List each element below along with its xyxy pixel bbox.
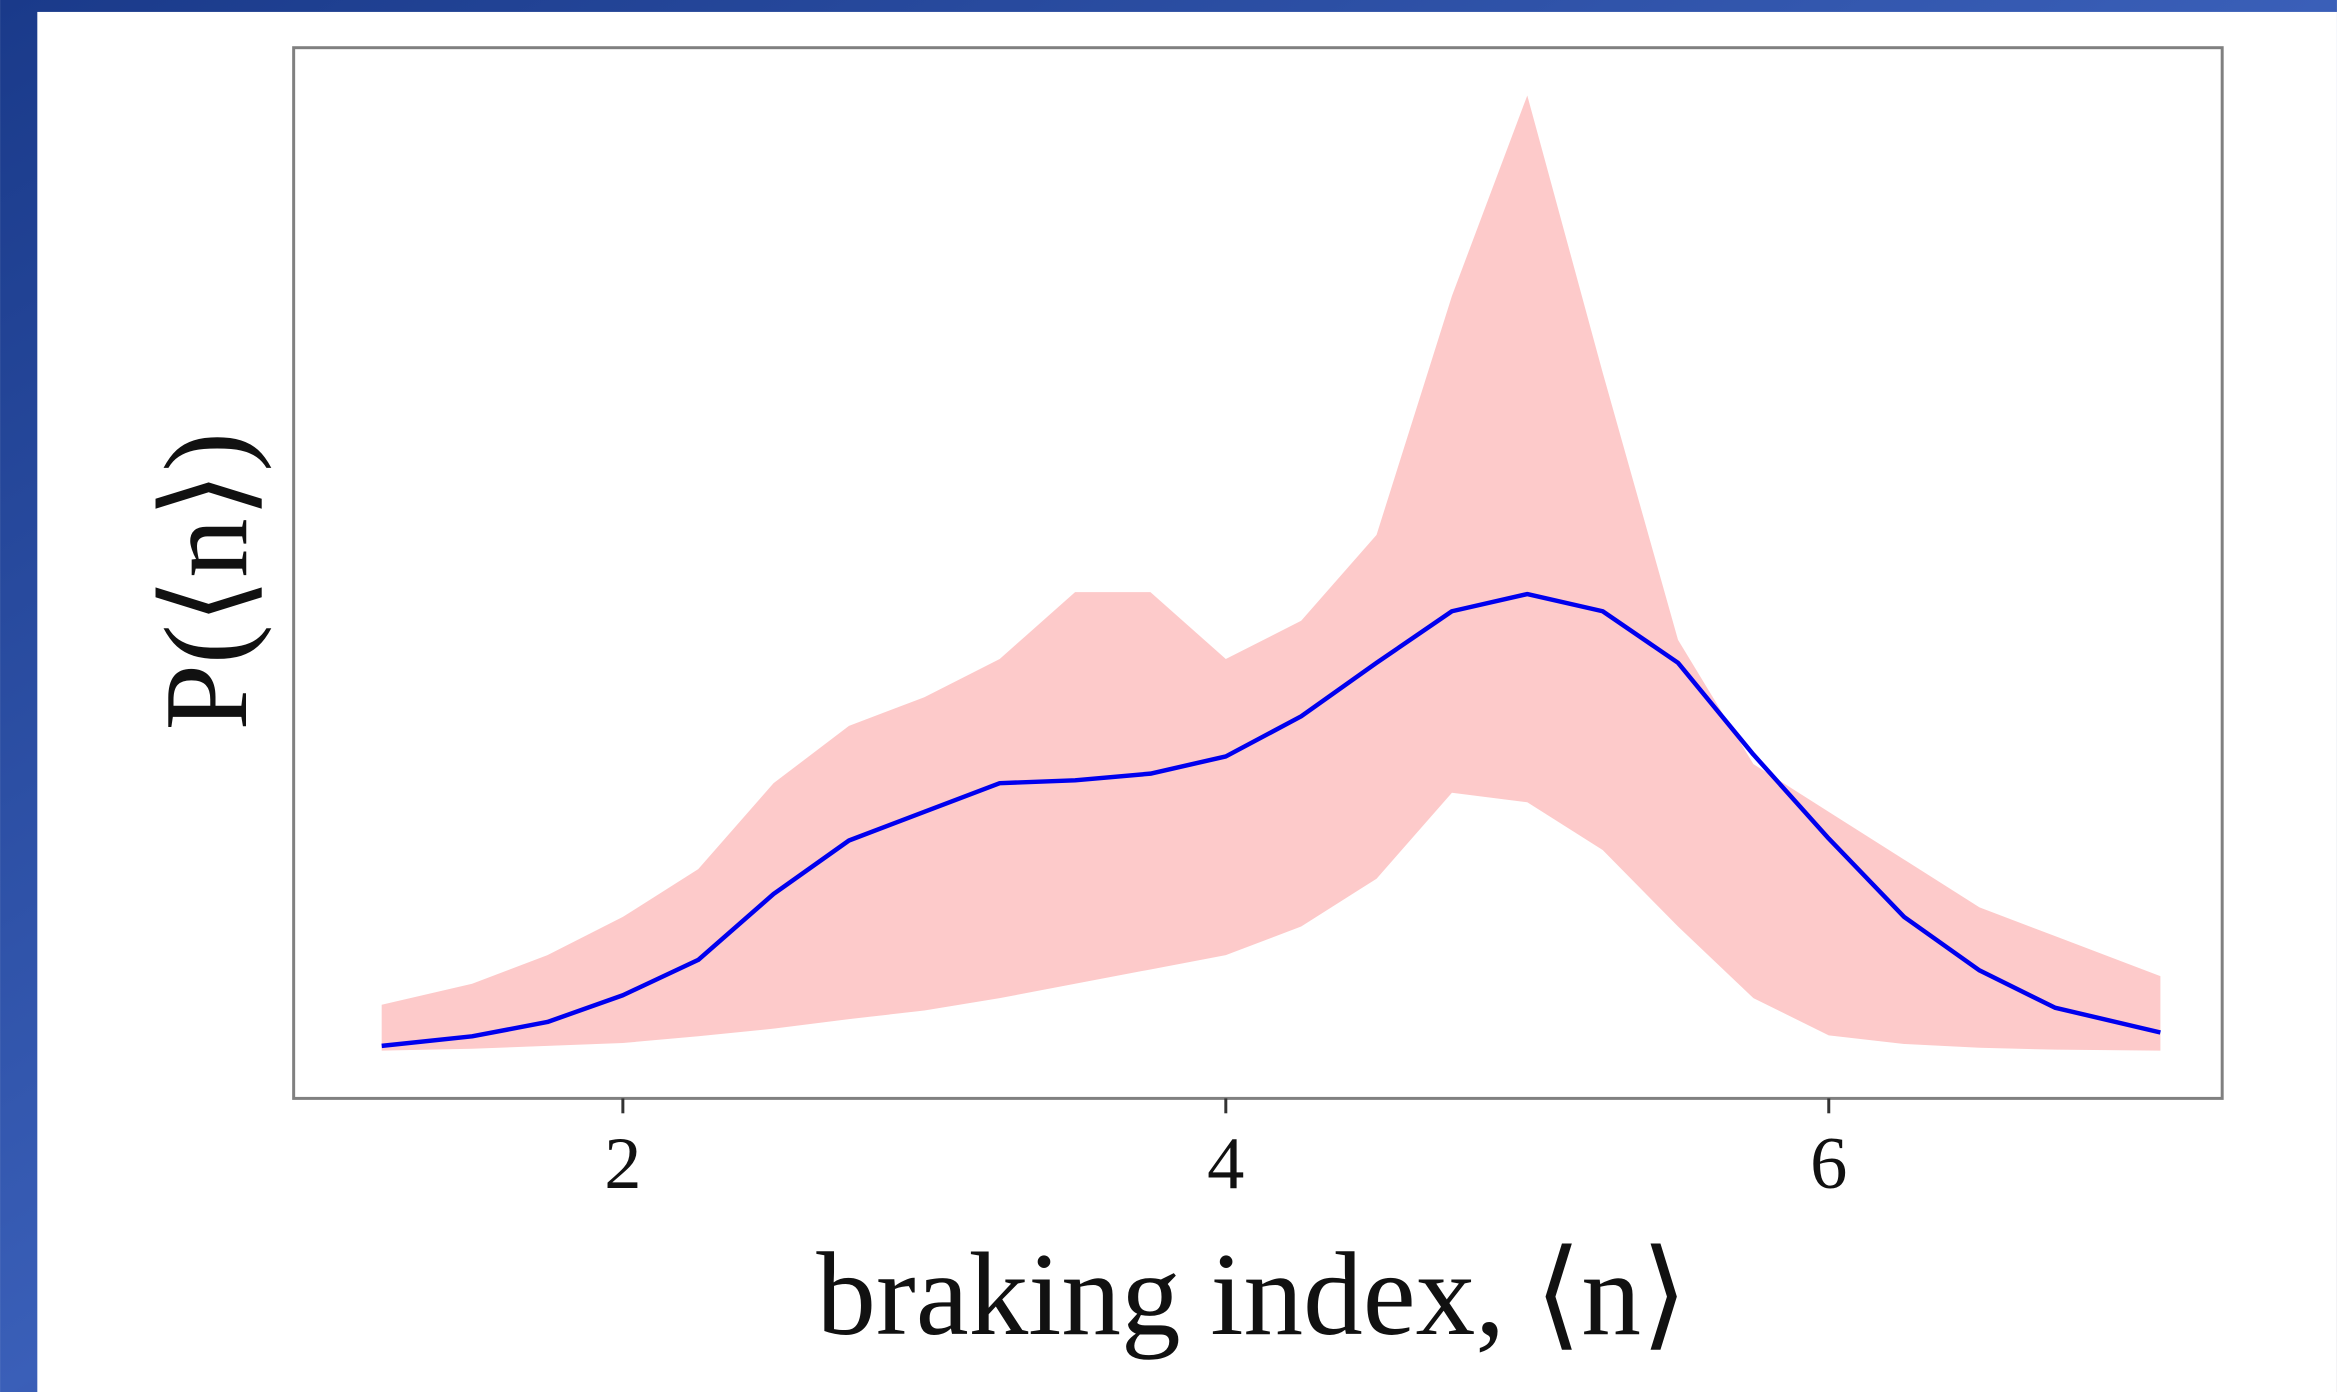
x-tick-label: 2: [604, 1123, 641, 1205]
confidence-band: [381, 95, 2161, 1051]
line: [381, 591, 2161, 1049]
x-axis-label: braking index, ⟨n⟩: [816, 1228, 1687, 1360]
axes-frame: [292, 46, 2224, 1100]
y-axis-label: P(⟨n⟩): [140, 432, 272, 730]
x-tick-label: 6: [1810, 1123, 1847, 1205]
x-tick-label: 4: [1207, 1123, 1244, 1205]
